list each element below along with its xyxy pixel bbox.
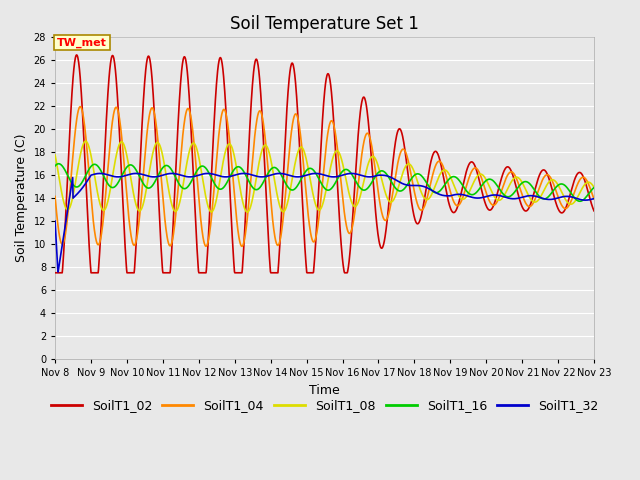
X-axis label: Time: Time	[309, 384, 340, 396]
Title: Soil Temperature Set 1: Soil Temperature Set 1	[230, 15, 419, 33]
Legend: SoilT1_02, SoilT1_04, SoilT1_08, SoilT1_16, SoilT1_32: SoilT1_02, SoilT1_04, SoilT1_08, SoilT1_…	[45, 394, 604, 417]
Y-axis label: Soil Temperature (C): Soil Temperature (C)	[15, 134, 28, 263]
Text: TW_met: TW_met	[57, 37, 107, 48]
